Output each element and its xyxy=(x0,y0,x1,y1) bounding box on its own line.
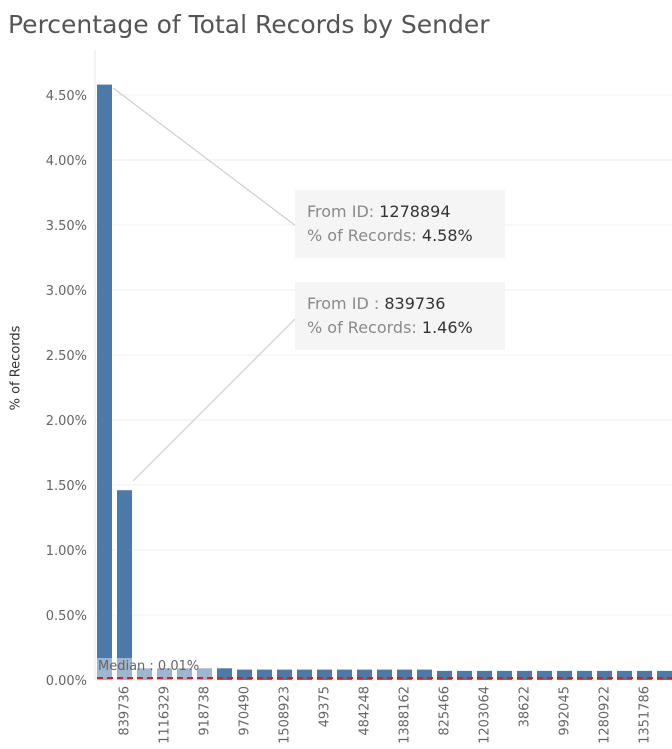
y-tick-label: 2.00% xyxy=(46,414,87,429)
x-tick-label: 918738 xyxy=(198,686,213,736)
tooltip-id-label: From ID: xyxy=(307,202,375,221)
bar xyxy=(497,670,512,680)
tooltip-pct-row: % of Records: 4.58% xyxy=(307,224,493,248)
chart-title: Percentage of Total Records by Sender xyxy=(8,10,490,39)
x-tick-label: 1388162 xyxy=(398,686,413,744)
tooltip-pct-label: % of Records: xyxy=(307,226,417,245)
x-tick-label: 1508923 xyxy=(278,686,293,744)
bar xyxy=(617,670,632,680)
x-tick-label: 1116329 xyxy=(158,686,173,744)
bar xyxy=(437,670,452,680)
y-tick-label: 3.50% xyxy=(46,219,87,234)
y-tick-label: 0.50% xyxy=(46,609,87,624)
y-tick-label: 0.00% xyxy=(46,674,87,689)
bar xyxy=(597,670,612,680)
bar xyxy=(197,668,212,680)
tooltip-id-value: 839736 xyxy=(384,294,446,313)
bar xyxy=(417,669,432,680)
median-label: Median : 0.01% xyxy=(98,659,200,674)
y-tick-label: 2.50% xyxy=(46,349,87,364)
bar xyxy=(97,84,112,681)
tooltip-pct-row: % of Records: 1.46% xyxy=(307,316,493,340)
bar xyxy=(537,670,552,680)
bar xyxy=(117,490,132,680)
tooltip-pct-label: % of Records: xyxy=(307,318,417,337)
tooltip-pct-value: 1.46% xyxy=(421,318,473,337)
tooltip-leader-line xyxy=(112,87,297,227)
bar xyxy=(577,670,592,680)
x-tick-label: 992045 xyxy=(558,686,573,736)
bar xyxy=(557,670,572,680)
bar xyxy=(157,668,172,680)
tooltip-top-sender: From ID: 1278894 % of Records: 4.58% xyxy=(295,190,505,258)
bar xyxy=(297,669,312,680)
bar xyxy=(277,669,292,680)
y-tick-label: 3.00% xyxy=(46,284,87,299)
x-tick-label: 970490 xyxy=(238,686,253,736)
tooltip-leader-line xyxy=(132,317,297,482)
x-tick-label: 38622 xyxy=(518,686,533,727)
bar xyxy=(357,669,372,680)
x-tick-label: 49375 xyxy=(318,686,333,727)
y-tick-label: 1.50% xyxy=(46,479,87,494)
bar xyxy=(317,669,332,680)
bar xyxy=(477,670,492,680)
bar xyxy=(217,668,232,680)
bar xyxy=(337,669,352,680)
tooltip-pct-value: 4.58% xyxy=(421,226,473,245)
tooltip-id-value: 1278894 xyxy=(379,202,451,221)
x-tick-label: 1351786 xyxy=(638,686,653,744)
bar xyxy=(637,670,652,680)
x-tick-label: 839736 xyxy=(118,686,133,736)
bar xyxy=(397,669,412,680)
bar xyxy=(257,669,272,680)
y-tick-label: 4.00% xyxy=(46,154,87,169)
x-tick-label: 825466 xyxy=(438,686,453,736)
bar xyxy=(657,670,672,680)
tooltip-id-label: From ID : xyxy=(307,294,380,313)
y-tick-label: 4.50% xyxy=(46,89,87,104)
bar xyxy=(457,670,472,680)
tooltip-id-row: From ID: 1278894 xyxy=(307,200,493,224)
x-tick-label: 1203064 xyxy=(478,686,493,744)
bar xyxy=(177,668,192,680)
bar xyxy=(377,669,392,680)
tooltip-id-row: From ID : 839736 xyxy=(307,292,493,316)
x-tick-label: 1280922 xyxy=(598,686,613,744)
x-tick-label: 484248 xyxy=(358,686,373,736)
bar xyxy=(517,670,532,680)
y-tick-label: 1.00% xyxy=(46,544,87,559)
bar xyxy=(137,668,152,680)
bar xyxy=(237,669,252,680)
tooltip-second-sender: From ID : 839736 % of Records: 1.46% xyxy=(295,282,505,350)
median-band xyxy=(97,658,214,680)
